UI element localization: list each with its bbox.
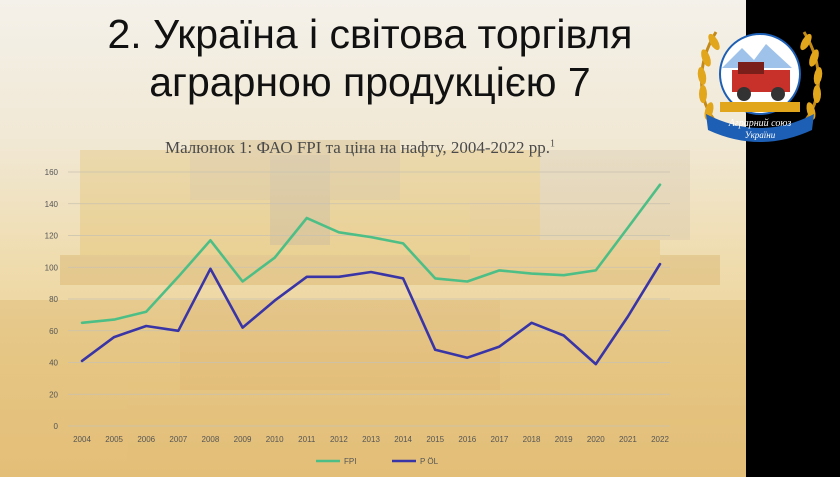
x-tick-label: 2008 bbox=[202, 435, 220, 444]
logo-ribbon-line-1: Аграрний союз bbox=[728, 118, 792, 129]
agrarian-union-logo: Аграрний союз України bbox=[697, 31, 823, 142]
x-tick-label: 2013 bbox=[362, 435, 380, 444]
x-tick-label: 2014 bbox=[394, 435, 412, 444]
x-tick-label: 2016 bbox=[458, 435, 476, 444]
title-line-2: аграрною продукцією 7 bbox=[149, 59, 591, 105]
y-tick-label: 60 bbox=[49, 327, 58, 336]
y-tick-label: 80 bbox=[49, 295, 58, 304]
x-tick-label: 2010 bbox=[266, 435, 284, 444]
x-tick-label: 2009 bbox=[234, 435, 252, 444]
y-tick-label: 160 bbox=[45, 168, 59, 177]
x-tick-label: 2005 bbox=[105, 435, 123, 444]
y-tick-label: 20 bbox=[49, 390, 58, 399]
legend-label: FPI bbox=[344, 457, 356, 466]
x-tick-label: 2018 bbox=[523, 435, 541, 444]
title-line-1: 2. Україна і світова торгівля bbox=[107, 11, 633, 57]
y-tick-label: 140 bbox=[45, 200, 59, 209]
x-tick-label: 2015 bbox=[426, 435, 444, 444]
slide: 2. Україна і світова торгівля аграрною п… bbox=[0, 0, 746, 477]
series-line-fpi bbox=[80, 183, 662, 325]
chart-caption: Малюнок 1: ФАО FPI та ціна на нафту, 200… bbox=[40, 138, 680, 158]
y-tick-label: 120 bbox=[45, 232, 59, 241]
chart-caption-text: Малюнок 1: ФАО FPI та ціна на нафту, 200… bbox=[164, 138, 551, 157]
legend-label: P ÖL bbox=[420, 457, 439, 466]
x-tick-label: 2017 bbox=[491, 435, 509, 444]
x-tick-label: 2022 bbox=[651, 435, 669, 444]
x-tick-label: 2004 bbox=[73, 435, 91, 444]
x-tick-label: 2021 bbox=[619, 435, 637, 444]
harvester-background-image bbox=[0, 140, 746, 477]
logo-ribbon-line-2: України bbox=[745, 130, 776, 140]
line-chart: 0 20 40 60 80 100 120 140 160 2004 2005 2006 2007 20… bbox=[45, 168, 670, 466]
slide-title: 2. Україна і світова торгівля аграрною п… bbox=[20, 10, 720, 106]
y-tick-label: 40 bbox=[49, 359, 58, 368]
chart-caption-footnote: 1 bbox=[550, 138, 556, 150]
x-tick-label: 2012 bbox=[330, 435, 348, 444]
x-tick-label: 2019 bbox=[555, 435, 573, 444]
series-line-oil-price bbox=[80, 262, 662, 366]
x-tick-label: 2011 bbox=[298, 435, 316, 444]
y-tick-label: 100 bbox=[45, 263, 59, 272]
y-tick-label: 0 bbox=[54, 422, 59, 431]
x-tick-label: 2006 bbox=[137, 435, 155, 444]
x-tick-label: 2020 bbox=[587, 435, 605, 444]
x-tick-label: 2007 bbox=[169, 435, 187, 444]
